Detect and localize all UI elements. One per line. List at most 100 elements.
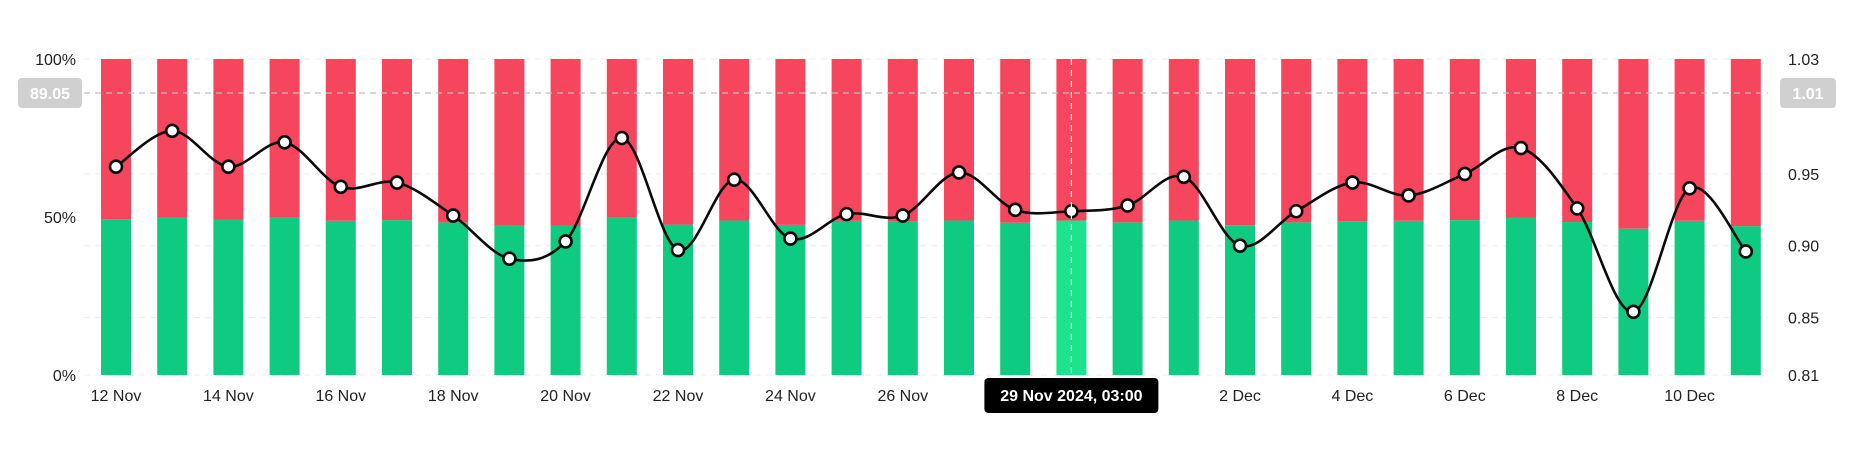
ratio-point[interactable]: [670, 242, 686, 258]
ratio-point[interactable]: [1626, 304, 1641, 320]
bar-short[interactable]: [1674, 59, 1705, 221]
ratio-point[interactable]: [164, 123, 180, 139]
bar-short[interactable]: [494, 59, 525, 226]
ratio-point[interactable]: [1007, 202, 1023, 218]
ratio-point[interactable]: [221, 159, 236, 175]
crosshair-left-label-bg: [18, 78, 82, 108]
bar-long[interactable]: [775, 224, 806, 375]
ratio-point[interactable]: [783, 231, 798, 246]
ratio-point[interactable]: [1288, 203, 1304, 219]
y-left-tick-label: 50%: [44, 210, 76, 227]
bar-short[interactable]: [1168, 59, 1199, 221]
x-tick-label: 24 Nov: [765, 388, 816, 405]
bar-short[interactable]: [325, 59, 356, 221]
bar-long[interactable]: [1449, 220, 1480, 375]
bar-short[interactable]: [1449, 59, 1480, 221]
x-tick-label: 20 Nov: [540, 388, 591, 405]
bar-long[interactable]: [1337, 221, 1368, 375]
bar-short[interactable]: [438, 59, 469, 223]
bar-short[interactable]: [382, 59, 412, 221]
ratio-point[interactable]: [895, 208, 911, 223]
ratio-point[interactable]: [951, 165, 967, 180]
bars: [101, 59, 1761, 375]
bar-short[interactable]: [1730, 59, 1761, 227]
bar-long[interactable]: [1281, 222, 1312, 375]
x-tick-label: 10 Dec: [1664, 388, 1715, 405]
crosshair-right-label-bg: [1780, 78, 1836, 108]
ratio-point[interactable]: [1738, 244, 1754, 259]
bar-short[interactable]: [775, 59, 806, 225]
bar-short[interactable]: [550, 59, 581, 226]
bar-short[interactable]: [213, 59, 244, 220]
ratio-point[interactable]: [558, 234, 573, 249]
ratio-point[interactable]: [726, 172, 742, 187]
bar-short[interactable]: [1618, 59, 1649, 229]
bar-long[interactable]: [494, 225, 525, 375]
ratio-point[interactable]: [614, 130, 630, 146]
bar-long[interactable]: [606, 217, 637, 375]
bar-short[interactable]: [1000, 59, 1031, 223]
bar-short[interactable]: [1281, 59, 1312, 223]
ratio-point[interactable]: [1457, 166, 1473, 182]
bar-long[interactable]: [438, 222, 469, 375]
ratio-line: [115, 129, 1747, 314]
crosshair-left-label: 89.05: [30, 86, 70, 103]
bar-short[interactable]: [831, 59, 862, 221]
ratio-point[interactable]: [108, 159, 124, 175]
bar-long[interactable]: [1168, 220, 1199, 375]
bar-short[interactable]: [944, 59, 974, 221]
ratio-point[interactable]: [445, 208, 461, 223]
bar-long[interactable]: [1674, 220, 1705, 375]
axes: 0% 50% 100% 0.81 0.85 0.90 0.95 1.03 12 Nov 14 No…: [35, 52, 1819, 405]
ratio-point[interactable]: [839, 206, 854, 222]
y-right-tick-label: 0.85: [1788, 311, 1819, 328]
bar-long[interactable]: [1393, 220, 1424, 375]
bar-short[interactable]: [1225, 59, 1255, 226]
bar-long[interactable]: [831, 220, 862, 375]
bar-short[interactable]: [663, 59, 693, 225]
bar-long[interactable]: [944, 220, 974, 375]
bar-long[interactable]: [1562, 222, 1593, 375]
ratio-point[interactable]: [1345, 175, 1360, 190]
bar-long[interactable]: [719, 220, 750, 375]
ratio-point[interactable]: [1120, 198, 1135, 213]
bar-long[interactable]: [269, 217, 300, 375]
ratio-point[interactable]: [277, 135, 292, 150]
bar-short[interactable]: [719, 59, 750, 221]
y-right-tick-label: 0.90: [1788, 239, 1819, 256]
bar-long[interactable]: [1506, 217, 1536, 375]
ratio-point[interactable]: [1682, 180, 1697, 196]
ratio-point[interactable]: [389, 175, 405, 190]
x-tick-label: 26 Nov: [877, 388, 928, 405]
ratio-point[interactable]: [1513, 140, 1529, 156]
bar-long[interactable]: [1056, 220, 1087, 375]
bar-long[interactable]: [382, 220, 412, 375]
bar-short[interactable]: [887, 59, 918, 222]
bar-long[interactable]: [1112, 222, 1143, 375]
y-left-tick-label: 100%: [35, 52, 76, 69]
bar-long[interactable]: [213, 219, 244, 375]
ratio-line-path: [115, 129, 1747, 314]
ratio-point[interactable]: [1232, 238, 1248, 254]
bar-short[interactable]: [1506, 59, 1536, 218]
crosshair-date-label-bg: [984, 378, 1159, 413]
bar-short[interactable]: [1112, 59, 1143, 223]
bar-long[interactable]: [101, 219, 131, 375]
bar-short[interactable]: [101, 59, 131, 220]
bar-long[interactable]: [157, 217, 188, 375]
bar-short[interactable]: [1337, 59, 1368, 222]
ratio-point[interactable]: [333, 179, 349, 195]
ratio-point[interactable]: [1176, 169, 1192, 185]
crosshair: 89.05 1.01 29 Nov 2024, 03:00: [18, 59, 1836, 413]
bar-long[interactable]: [325, 220, 356, 375]
x-tick-label: 18 Nov: [428, 388, 479, 405]
ratio-point[interactable]: [1569, 201, 1585, 216]
bar-long[interactable]: [1000, 222, 1031, 375]
bar-long[interactable]: [887, 221, 918, 375]
y-left-tick-label: 0%: [53, 368, 76, 385]
ratio-point[interactable]: [1401, 188, 1416, 203]
crosshair-right-label: 1.01: [1792, 86, 1823, 103]
x-tick-label: 4 Dec: [1332, 388, 1374, 405]
ratio-point[interactable]: [502, 251, 517, 266]
bar-short[interactable]: [1562, 59, 1593, 223]
